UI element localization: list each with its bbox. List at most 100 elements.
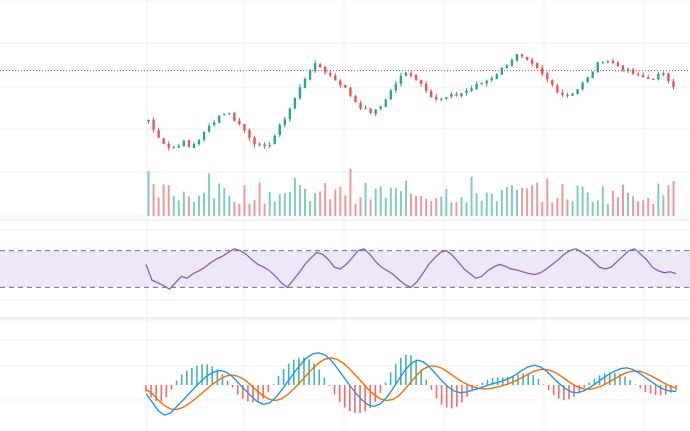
volume-bar-62	[460, 196, 463, 216]
volume-bar-20	[248, 203, 251, 216]
macd-hist-bar-65	[476, 385, 479, 387]
candle-68	[490, 76, 493, 82]
candle-body-14	[217, 115, 221, 123]
candle-10	[197, 139, 201, 146]
candle-38	[339, 79, 342, 89]
macd-hist-bar-17	[231, 385, 234, 388]
macd-hist-bar-88	[593, 378, 596, 385]
candle-21	[253, 136, 256, 148]
macd-hist-bar-74	[522, 373, 524, 385]
candle-13	[212, 120, 216, 128]
volume-bar-78	[541, 201, 544, 216]
candle-body-0	[147, 119, 150, 122]
macd-hist-bar-4	[165, 385, 168, 398]
macd-hist-bar-16	[226, 380, 229, 385]
macd-hist-bar-76	[532, 375, 535, 385]
candle-body-12	[207, 125, 211, 132]
candle-body-36	[329, 72, 332, 76]
volume-bar-85	[576, 185, 579, 216]
volume-bar-17	[233, 201, 236, 216]
macd-hist-bar-10	[196, 365, 198, 385]
volume-bar-13	[213, 198, 216, 216]
volume-bar-10	[198, 195, 200, 216]
candle-41	[354, 94, 357, 103]
macd-hist-bar-82	[563, 385, 565, 400]
volume-bar-90	[601, 186, 604, 216]
volume-bar-22	[258, 182, 261, 216]
candle-body-75	[525, 57, 529, 60]
candle-62	[460, 92, 463, 98]
candle-body-3	[162, 138, 165, 144]
volume-bars	[147, 168, 675, 216]
volume-bar-5	[172, 195, 175, 216]
candle-body-87	[586, 77, 589, 83]
macd-hist-bar-26	[277, 376, 280, 385]
rsi-line	[145, 248, 677, 290]
macd-hist-bar-18	[236, 385, 239, 395]
volume-bar-86	[581, 186, 584, 216]
candle-body-11	[202, 131, 206, 140]
volume-bar-57	[435, 198, 438, 216]
candle-57	[435, 93, 438, 102]
rsi-band	[0, 250, 690, 288]
candle-body-15	[223, 113, 226, 116]
macd-hist-bar-95	[629, 380, 631, 385]
candle-body-88	[591, 71, 594, 78]
candle-body-99	[647, 77, 650, 79]
candle-99	[647, 74, 650, 80]
volume-bar-31	[304, 188, 306, 216]
candle-88	[591, 71, 594, 79]
candle-body-79	[546, 73, 549, 80]
candle-body-71	[505, 65, 509, 69]
macd-hist-bar-5	[170, 385, 173, 390]
candle-body-81	[556, 85, 559, 93]
volume-bar-52	[410, 193, 412, 216]
candle-body-77	[535, 63, 539, 69]
candle-16	[228, 112, 231, 115]
candle-4	[167, 141, 170, 151]
macd-hist-bar-71	[507, 376, 509, 385]
candle-body-44	[369, 108, 372, 114]
volume-bar-82	[561, 184, 564, 216]
candle-body-93	[616, 62, 620, 67]
candle-body-48	[389, 90, 393, 100]
candle-body-89	[596, 62, 599, 72]
candle-body-104	[672, 81, 675, 88]
candle-body-73	[515, 54, 519, 61]
candle-body-68	[490, 78, 493, 81]
macd-hist-bar-67	[486, 379, 489, 385]
macd-hist-bar-8	[185, 370, 188, 385]
macd-hist-bar-6	[175, 380, 178, 385]
macd-hist-bar-48	[389, 372, 392, 385]
macd-hist-bar-64	[471, 385, 473, 392]
candle-body-24	[268, 144, 271, 147]
candle-body-50	[399, 75, 403, 84]
macd-hist-bar-91	[608, 372, 611, 385]
candle-body-2	[157, 130, 160, 138]
candle-43	[364, 105, 367, 110]
candle-body-52	[409, 73, 413, 76]
candle-56	[429, 89, 433, 98]
macd-hist-bar-40	[349, 385, 351, 412]
volume-bar-76	[531, 185, 534, 216]
macd-hist-bar-94	[624, 376, 626, 385]
candle-75	[525, 56, 529, 61]
macd-hist-bar-58	[440, 385, 443, 405]
candle-body-43	[364, 108, 367, 110]
candle-86	[581, 81, 584, 91]
volume-bar-77	[536, 182, 539, 216]
volume-bar-1	[152, 183, 155, 216]
candle-body-69	[495, 74, 499, 79]
volume-bar-95	[627, 192, 630, 216]
macd-hist-bar-36	[328, 385, 331, 387]
volume-bar-35	[324, 183, 327, 216]
volume-bar-79	[546, 178, 549, 216]
candle-96	[631, 67, 635, 76]
macd-hist-bar-2	[155, 385, 157, 402]
candle-92	[611, 58, 615, 65]
volume-bar-11	[203, 192, 206, 216]
candle-body-19	[243, 124, 246, 131]
candle-body-62	[460, 93, 463, 97]
volume-bar-61	[455, 201, 458, 216]
